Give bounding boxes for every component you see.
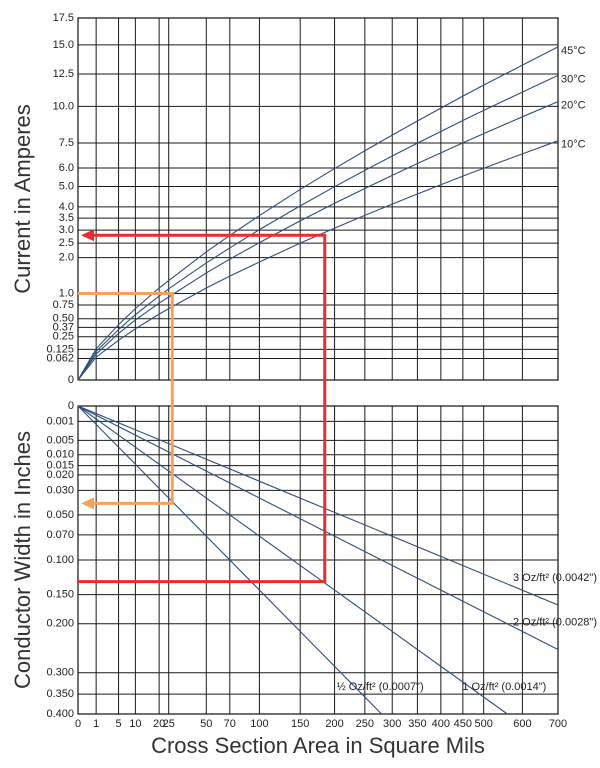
y-tick-label: 0.150 xyxy=(46,589,74,601)
x-tick-label: 5 xyxy=(116,718,122,730)
x-tick-label: 25 xyxy=(163,718,175,730)
x-tick-label: 200 xyxy=(325,718,343,730)
x-tick-label: 100 xyxy=(250,718,268,730)
y-tick-label: 0.125 xyxy=(46,343,74,355)
series-label: 2 Oz/ft² (0.0028") xyxy=(513,616,597,628)
y-tick-label: 0.50 xyxy=(53,313,74,325)
series-line xyxy=(77,405,382,715)
y-tick-label: 3.5 xyxy=(59,212,74,224)
series-label: 45°C xyxy=(561,45,586,57)
y-tick-label: 0.010 xyxy=(46,449,74,461)
series-label: 1 Oz/ft² (0.0014") xyxy=(462,681,546,693)
y-tick-label: 0.25 xyxy=(53,331,74,343)
series-label: 3 Oz/ft² (0.0042") xyxy=(513,572,597,584)
x-axis-title: Cross Section Area in Square Mils xyxy=(151,733,485,758)
x-tick-label: 1 xyxy=(93,718,99,730)
plot-frame xyxy=(77,17,559,381)
y-tick-label: 5.0 xyxy=(59,180,74,192)
y-tick-label: 12.5 xyxy=(53,68,74,80)
y-tick-label: 0.200 xyxy=(46,618,74,630)
y-tick-label: 3.0 xyxy=(59,224,74,236)
y-tick-label: 0.001 xyxy=(46,415,74,427)
y-tick-label: 0.020 xyxy=(46,469,74,481)
x-tick-label: 50 xyxy=(200,718,212,730)
y-tick-label: 2.5 xyxy=(59,237,74,249)
x-tick-label: 700 xyxy=(549,718,567,730)
y-tick-label: 4.0 xyxy=(59,201,74,213)
y-tick-label: 17.5 xyxy=(53,12,74,24)
plot-frame xyxy=(77,405,559,715)
y-tick-label: 15.0 xyxy=(53,39,74,51)
x-tick-label: 350 xyxy=(408,718,426,730)
y-axis-title: Current in Amperes xyxy=(10,104,35,294)
x-tick-label: 300 xyxy=(383,718,401,730)
guide-arrowhead xyxy=(81,229,94,242)
series-line xyxy=(77,74,559,381)
guide-arrowhead xyxy=(81,497,94,510)
y-tick-label: 0.050 xyxy=(46,509,74,521)
x-tick-label: 250 xyxy=(356,718,374,730)
y-tick-label: 6.0 xyxy=(59,162,74,174)
y-tick-label: 0.015 xyxy=(46,460,74,472)
x-tick-label: 450 xyxy=(454,718,472,730)
y-tick-label: 0.030 xyxy=(46,484,74,496)
series-line xyxy=(77,405,508,715)
y-tick-label: 2.0 xyxy=(59,252,74,264)
y-tick-label: 0.350 xyxy=(46,688,74,700)
series-line xyxy=(77,101,559,381)
x-tick-label: 400 xyxy=(432,718,450,730)
series-label: 10°C xyxy=(561,139,586,151)
y-tick-label: 0.400 xyxy=(46,708,74,720)
x-tick-label: 0 xyxy=(75,718,81,730)
y-axis-title: Conductor Width in Inches xyxy=(10,431,35,689)
series-line xyxy=(77,140,559,381)
y-tick-label: 0.005 xyxy=(46,434,74,446)
x-tick-label: 500 xyxy=(474,718,492,730)
guide-line xyxy=(78,291,174,505)
series-line xyxy=(77,46,559,381)
y-tick-label: 10.0 xyxy=(53,100,74,112)
x-tick-label: 10 xyxy=(129,718,141,730)
y-tick-label: 0 xyxy=(68,400,74,412)
x-tick-label: 150 xyxy=(291,718,309,730)
series-line xyxy=(77,405,559,650)
y-tick-label: 0.070 xyxy=(46,529,74,541)
series-label: 30°C xyxy=(561,73,586,85)
y-tick-label: 0.062 xyxy=(46,352,74,364)
y-tick-label: 1.0 xyxy=(59,287,74,299)
y-tick-label: 7.5 xyxy=(59,137,74,149)
series-label: 20°C xyxy=(561,100,586,112)
y-tick-label: 0.37 xyxy=(53,321,74,333)
x-tick-label: 20 xyxy=(153,718,165,730)
series-line xyxy=(77,405,559,606)
x-tick-label: 70 xyxy=(224,718,236,730)
y-tick-label: 0.75 xyxy=(53,299,74,311)
y-tick-label: 0.300 xyxy=(46,667,74,679)
guide-line xyxy=(78,233,327,584)
series-label: ½ Oz/ft² (0.0007") xyxy=(337,681,424,693)
x-tick-label: 600 xyxy=(513,718,531,730)
y-tick-label: 0.100 xyxy=(46,554,74,566)
y-tick-label: 0 xyxy=(68,374,74,386)
